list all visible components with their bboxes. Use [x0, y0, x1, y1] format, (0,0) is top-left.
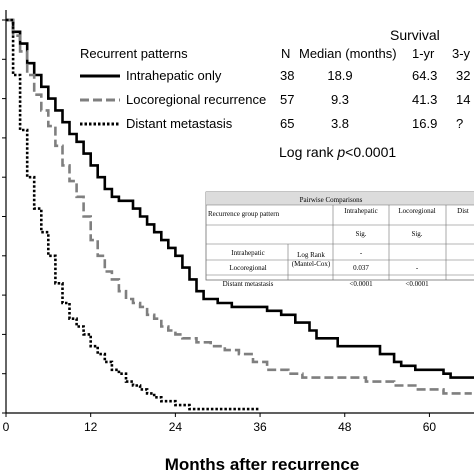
axes: 0 12 24 36 48 60: [2, 10, 474, 434]
log-rank-annotation: Log rank p<0.0001: [279, 144, 396, 160]
table-column-group: Intrahepatic: [344, 207, 377, 215]
table-title-band: [206, 192, 474, 205]
table-sig-header: Sig.: [411, 230, 422, 238]
table-title: Pairwise Comparisons: [300, 196, 363, 204]
legend-3yr-value: ?: [456, 116, 463, 131]
table-frame: [205, 191, 474, 281]
legend-3yr-value: 32: [456, 68, 470, 83]
table-column-group: Locoregional: [398, 207, 435, 215]
table-test-label: Log Rank: [297, 251, 325, 259]
x-tick-label: 48: [338, 420, 352, 434]
legend-3yr-value: 14: [456, 92, 470, 107]
table-cell: <0.0001: [349, 280, 373, 288]
legend-1yr-value: 16.9: [412, 116, 437, 131]
table-column-group: Dist: [457, 207, 469, 215]
log-rank-p: p: [336, 144, 345, 160]
table-row-label: Locoregional: [229, 264, 266, 272]
x-tick-label: 24: [169, 420, 183, 434]
table-row-header: Recurrence group pattern: [208, 210, 280, 218]
legend-n-value: 65: [280, 116, 294, 131]
log-rank-value: <0.0001: [345, 144, 396, 160]
legend-series-name: Intrahepatic only: [126, 68, 222, 83]
legend-1yr-value: 64.3: [412, 68, 437, 83]
legend-median-value: 18.9: [327, 68, 352, 83]
legend-median-header: Median (months): [299, 46, 397, 61]
table-cell: -: [416, 264, 419, 272]
x-tick-label: 12: [84, 420, 98, 434]
x-tick-label: 36: [253, 420, 267, 434]
legend: Survival Recurrent patterns N Median (mo…: [80, 27, 471, 131]
series-line-2: [6, 18, 472, 395]
table-sig-header: Sig.: [355, 230, 366, 238]
legend-rows: Intrahepatic only 38 18.9 64.3 32 Locoregiona…: [80, 68, 470, 131]
x-tick-label: 60: [423, 420, 437, 434]
survival-curves: [6, 18, 474, 411]
legend-n-value: 38: [280, 68, 294, 83]
legend-survival-header: Survival: [390, 27, 440, 43]
pairwise-comparisons-table: Pairwise Comparisons Recurrence group pat…: [205, 191, 474, 288]
legend-series-name: Locoregional recurrence: [126, 92, 266, 107]
legend-n-header: N: [281, 46, 290, 61]
legend-patterns-header: Recurrent patterns: [80, 46, 188, 61]
legend-n-value: 57: [280, 92, 294, 107]
legend-3yr-header: 3-y: [452, 46, 471, 61]
log-rank-prefix: Log rank: [279, 144, 337, 160]
x-axis-label: Months after recurrence: [165, 455, 360, 474]
table-cell: 0.037: [353, 264, 369, 272]
legend-1yr-header: 1-yr: [412, 46, 435, 61]
table-cell: -: [360, 249, 363, 257]
legend-series-name: Distant metastasis: [126, 116, 233, 131]
x-tick-label: 0: [3, 420, 10, 434]
legend-median-value: 9.3: [331, 92, 349, 107]
table-cell: <0.0001: [405, 280, 429, 288]
series-line-1: [6, 18, 474, 379]
table-row-label: Intrahepatic: [231, 249, 264, 257]
legend-1yr-value: 41.3: [412, 92, 437, 107]
legend-median-value: 3.8: [331, 116, 349, 131]
table-test-label: (Mantel-Cox): [292, 260, 331, 268]
table-row-label: Distant metastasis: [223, 280, 274, 288]
